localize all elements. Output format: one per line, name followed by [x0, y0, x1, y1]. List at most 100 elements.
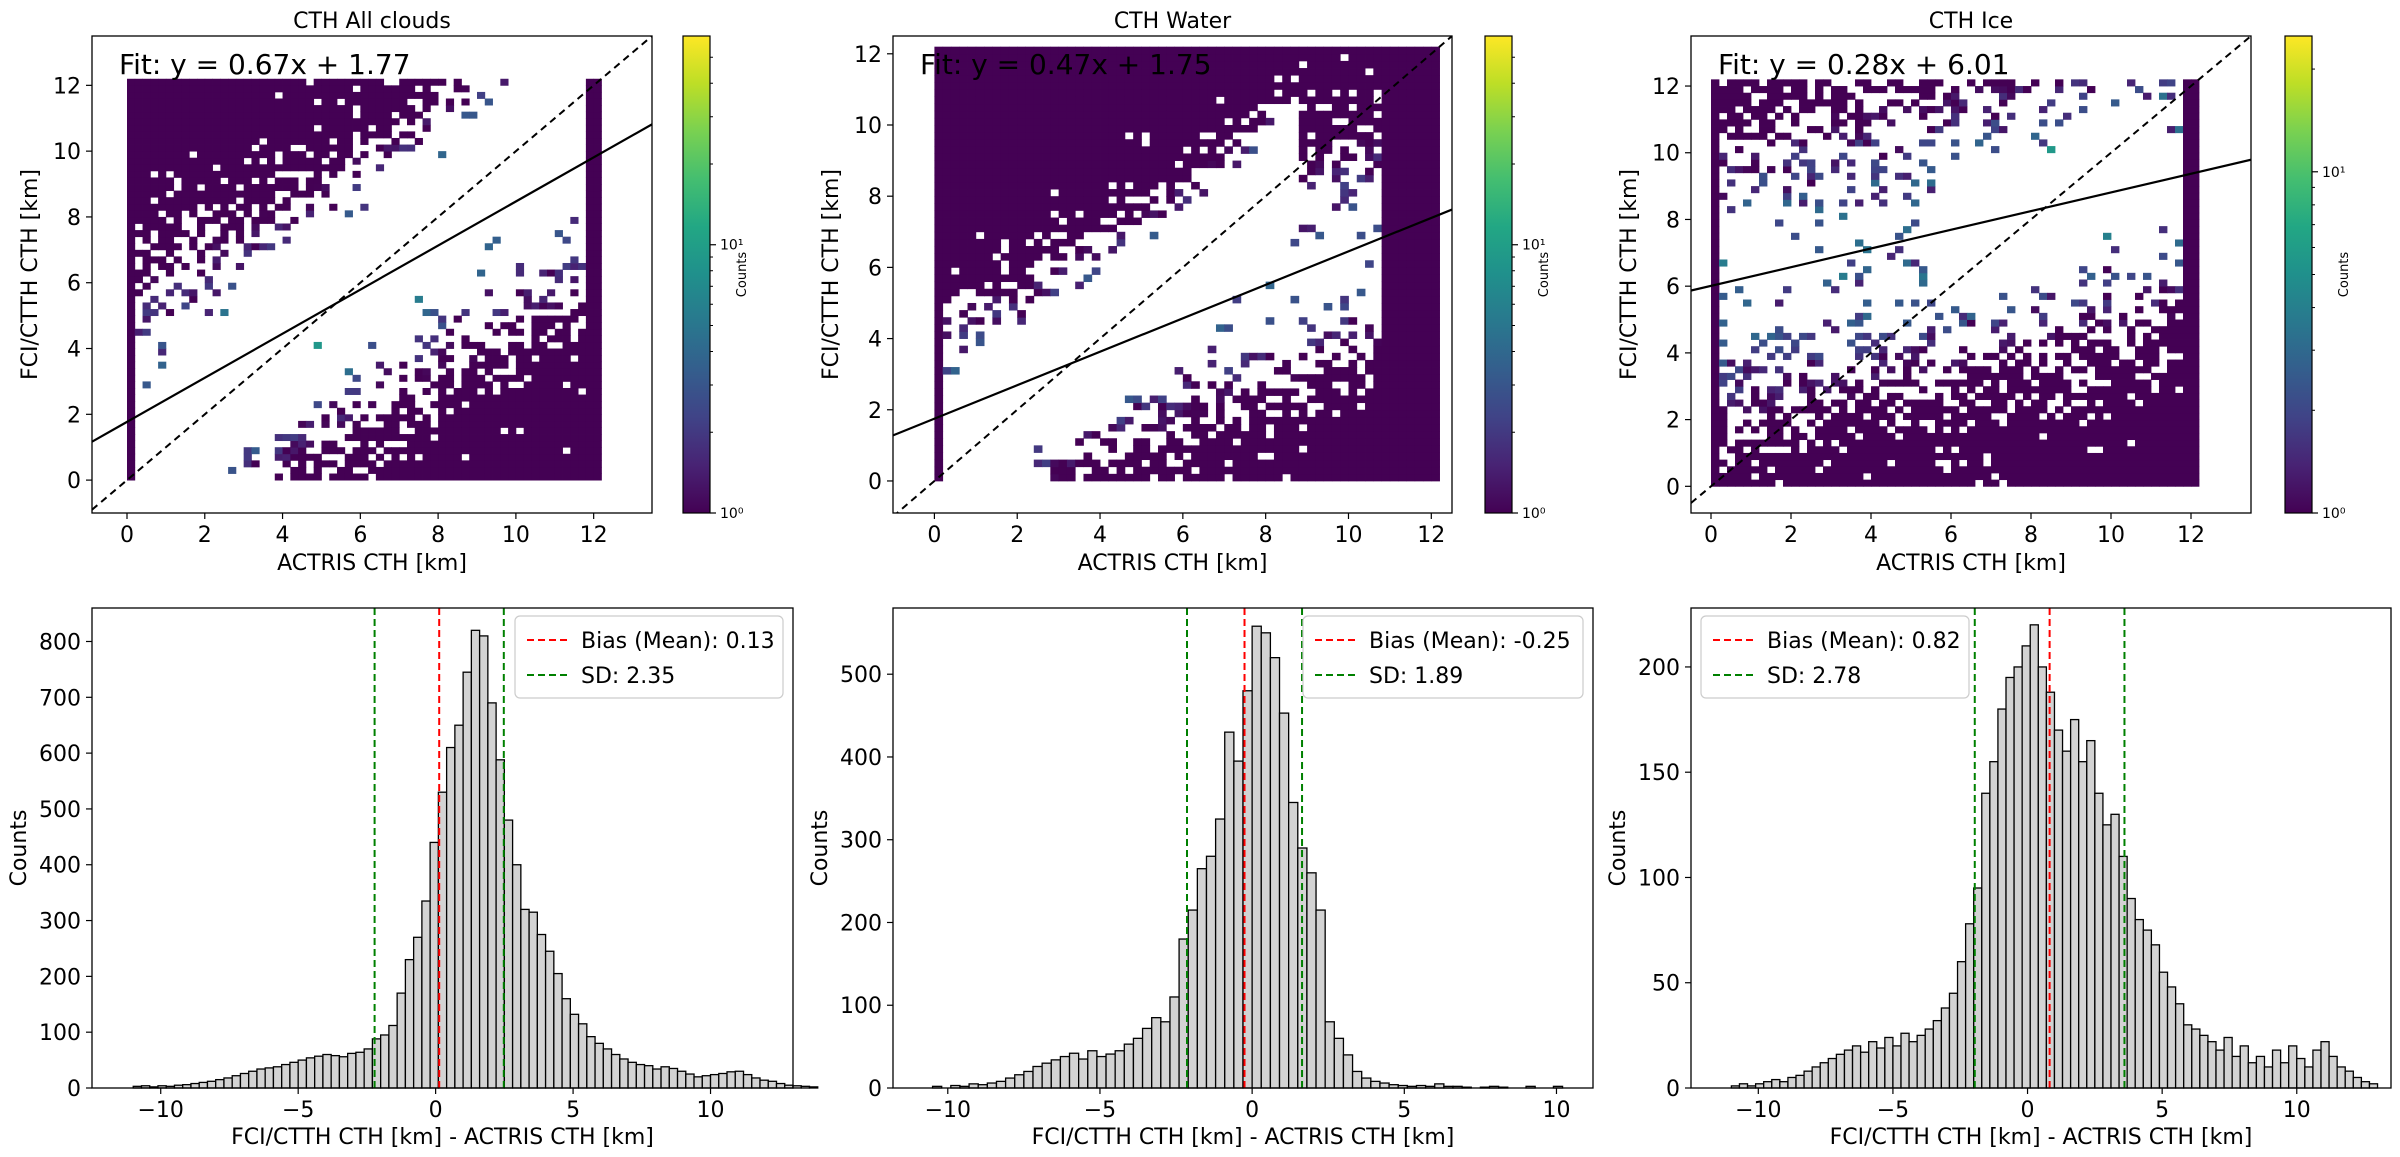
- heatmap-cell: [150, 243, 159, 251]
- heatmap-cell: [1215, 324, 1225, 332]
- heatmap-cell: [1967, 459, 1976, 467]
- heatmap-cell: [578, 355, 587, 363]
- heatmap-cell: [1166, 132, 1175, 140]
- heatmap-cell: [173, 197, 182, 205]
- heatmap-cell: [2143, 412, 2152, 421]
- heatmap-cell: [593, 190, 602, 198]
- heatmap-cell: [1323, 388, 1333, 396]
- heatmap-cell: [1381, 402, 1391, 411]
- heatmap-cell: [1431, 75, 1440, 83]
- heatmap-cell: [950, 281, 960, 290]
- heatmap-cell: [942, 60, 952, 69]
- heatmap-cell: [1743, 419, 1752, 427]
- heatmap-cell: [251, 157, 260, 165]
- heatmap-cell: [975, 82, 985, 90]
- heatmap-cell: [1116, 110, 1126, 119]
- heatmap-cell: [422, 341, 431, 349]
- heatmap-cell: [1975, 139, 1984, 147]
- heatmap-cell: [1058, 146, 1068, 154]
- heatmap-cell: [189, 210, 198, 218]
- heatmap-cell: [438, 427, 447, 435]
- heatmap-cell: [1423, 267, 1432, 275]
- heatmap-cell: [1323, 402, 1333, 411]
- heatmap-cell: [1232, 424, 1242, 432]
- heatmap-cell: [492, 401, 501, 409]
- heatmap-cell: [1315, 416, 1325, 425]
- heatmap-cell: [212, 111, 221, 119]
- heatmap-cell: [1149, 466, 1159, 475]
- heatmap-cell: [1943, 439, 1952, 447]
- heatmap-cell: [1000, 224, 1010, 233]
- heatmap-cell: [1240, 473, 1250, 482]
- heatmap-cell: [1199, 82, 1209, 90]
- heatmap-cell: [1799, 432, 1808, 441]
- heatmap-cell: [2151, 339, 2160, 347]
- heatmap-cell: [1240, 110, 1250, 119]
- heatmap-cell: [469, 434, 478, 442]
- heatmap-cell: [1879, 466, 1888, 474]
- heatmap-cell: [2055, 119, 2064, 127]
- heatmap-cell: [1323, 416, 1333, 425]
- heatmap-cell: [1365, 424, 1374, 432]
- heatmap-cell: [1767, 432, 1776, 441]
- heatmap-cell: [570, 407, 579, 415]
- heatmap-cell: [1315, 338, 1325, 347]
- heatmap-cell: [1999, 392, 2008, 400]
- heatmap-cell: [1307, 181, 1316, 190]
- heatmap-cell: [220, 118, 229, 126]
- heatmap-cell: [984, 167, 993, 176]
- heatmap-cell: [2159, 446, 2168, 454]
- heatmap-cell: [1871, 386, 1880, 394]
- heatmap-cell: [220, 131, 229, 139]
- heatmap-cell: [1008, 110, 1018, 119]
- heatmap-cell: [1290, 445, 1300, 453]
- heatmap-cell: [391, 144, 400, 152]
- heatmap-cell: [344, 118, 353, 126]
- heatmap-cell: [212, 144, 221, 152]
- heatmap-cell: [344, 453, 353, 461]
- heatmap-cell: [337, 105, 346, 113]
- heatmap-cell: [1331, 160, 1341, 169]
- heatmap-cell: [321, 98, 330, 106]
- heatmap-cell: [1033, 459, 1043, 468]
- heatmap-cell: [173, 164, 182, 172]
- heatmap-cell: [1116, 196, 1126, 204]
- heatmap-cell: [313, 144, 322, 152]
- heatmap-cell: [547, 420, 556, 428]
- heatmap-cell: [1091, 96, 1101, 105]
- heatmap-cell: [1008, 246, 1018, 254]
- heatmap-cell: [934, 424, 944, 432]
- heatmap-cell: [1967, 352, 1976, 360]
- heatmap-cell: [344, 144, 353, 152]
- heatmap-cell: [445, 328, 455, 336]
- heatmap-cell: [1307, 224, 1316, 233]
- heatmap-cell: [1999, 446, 2008, 454]
- heatmap-cell: [1389, 424, 1399, 432]
- heatmap-cell: [1815, 406, 1824, 414]
- heatmap-cell: [975, 160, 985, 169]
- heatmap-cell: [127, 256, 136, 264]
- heatmap-cell: [554, 420, 563, 428]
- heatmap-cell: [1895, 439, 1904, 447]
- heatmap-cell: [1273, 452, 1283, 461]
- heatmap-cell: [453, 473, 462, 481]
- heatmap-cell: [1414, 174, 1424, 183]
- heatmap-cell: [142, 256, 151, 264]
- heatmap-cell: [2095, 432, 2104, 441]
- heatmap-cell: [1423, 416, 1432, 425]
- heatmap-cell: [585, 361, 595, 369]
- heatmap-cell: [515, 289, 525, 297]
- heatmap-cell: [1042, 224, 1051, 233]
- heatmap-cell: [1091, 117, 1101, 126]
- heatmap-cell: [1365, 110, 1374, 119]
- heatmap-cell: [477, 269, 486, 277]
- heatmap-cell: [212, 118, 221, 126]
- heatmap-cell: [477, 374, 486, 382]
- heatmap-cell: [321, 78, 330, 86]
- heatmap-cell: [1348, 374, 1358, 382]
- heatmap-cell: [321, 137, 330, 145]
- heatmap-cell: [477, 341, 486, 349]
- heatmap-cell: [1381, 196, 1391, 204]
- heatmap-cell: [181, 177, 190, 185]
- heatmap-cell: [313, 170, 322, 178]
